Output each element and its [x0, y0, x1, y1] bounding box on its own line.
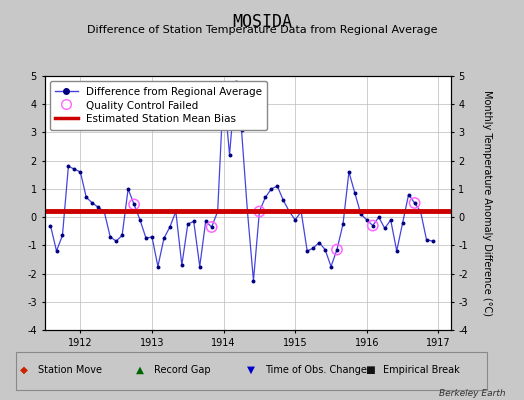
- Text: ▲: ▲: [136, 365, 144, 375]
- Point: [410, 200, 419, 206]
- Point: [112, 238, 121, 244]
- Point: [70, 166, 79, 172]
- Text: ■: ■: [365, 365, 375, 375]
- Point: [315, 239, 323, 246]
- Point: [380, 225, 389, 232]
- Point: [267, 186, 276, 192]
- Point: [118, 232, 126, 239]
- Point: [368, 222, 377, 229]
- Point: [345, 169, 353, 175]
- Point: [297, 208, 305, 215]
- Point: [208, 224, 216, 230]
- Point: [261, 194, 269, 200]
- Point: [249, 278, 258, 284]
- Point: [321, 246, 329, 253]
- Point: [225, 152, 234, 158]
- FancyBboxPatch shape: [16, 352, 487, 390]
- Point: [52, 248, 61, 254]
- Point: [88, 200, 96, 206]
- Point: [375, 214, 383, 220]
- Point: [213, 208, 222, 215]
- Point: [243, 208, 252, 215]
- Point: [422, 236, 431, 243]
- Point: [124, 186, 133, 192]
- Y-axis label: Monthly Temperature Anomaly Difference (°C): Monthly Temperature Anomaly Difference (…: [482, 90, 492, 316]
- Point: [363, 217, 371, 223]
- Point: [273, 183, 281, 189]
- Point: [285, 208, 293, 215]
- Text: Berkeley Earth: Berkeley Earth: [439, 389, 506, 398]
- Point: [64, 163, 73, 170]
- Legend: Difference from Regional Average, Quality Control Failed, Estimated Station Mean: Difference from Regional Average, Qualit…: [50, 81, 267, 130]
- Point: [208, 224, 216, 230]
- Point: [339, 221, 347, 227]
- Point: [417, 208, 425, 215]
- Point: [195, 263, 204, 270]
- Point: [220, 84, 228, 90]
- Point: [142, 235, 150, 242]
- Point: [309, 245, 318, 251]
- Point: [232, 78, 240, 85]
- Point: [333, 246, 341, 253]
- Text: Time of Obs. Change: Time of Obs. Change: [265, 365, 367, 375]
- Point: [100, 208, 108, 215]
- Text: ▼: ▼: [247, 365, 255, 375]
- Point: [303, 248, 311, 254]
- Point: [327, 263, 335, 270]
- Point: [178, 262, 186, 268]
- Point: [166, 224, 174, 230]
- Text: ◆: ◆: [20, 365, 28, 375]
- Point: [368, 222, 377, 229]
- Point: [183, 221, 192, 227]
- Text: Difference of Station Temperature Data from Regional Average: Difference of Station Temperature Data f…: [87, 25, 437, 35]
- Point: [255, 208, 264, 215]
- Point: [154, 263, 162, 270]
- Point: [46, 222, 54, 229]
- Text: Empirical Break: Empirical Break: [383, 365, 460, 375]
- Point: [82, 194, 91, 200]
- Point: [410, 200, 419, 206]
- Point: [190, 218, 198, 224]
- Point: [333, 246, 341, 253]
- Point: [398, 220, 407, 226]
- Point: [130, 201, 138, 208]
- Point: [255, 208, 264, 215]
- Point: [106, 234, 114, 240]
- Point: [392, 248, 401, 254]
- Text: Station Move: Station Move: [38, 365, 102, 375]
- Point: [76, 169, 84, 175]
- Point: [130, 201, 138, 208]
- Point: [160, 235, 168, 242]
- Point: [148, 234, 156, 240]
- Point: [58, 232, 67, 239]
- Point: [428, 238, 436, 244]
- Point: [94, 204, 103, 210]
- Text: Record Gap: Record Gap: [154, 365, 211, 375]
- Point: [202, 218, 210, 224]
- Point: [387, 217, 395, 223]
- Point: [136, 217, 144, 223]
- Point: [291, 217, 299, 223]
- Point: [405, 191, 413, 198]
- Point: [172, 208, 180, 215]
- Point: [357, 211, 365, 218]
- Point: [237, 126, 246, 133]
- Point: [351, 190, 359, 196]
- Text: MOSIDA: MOSIDA: [232, 13, 292, 31]
- Point: [279, 197, 288, 203]
